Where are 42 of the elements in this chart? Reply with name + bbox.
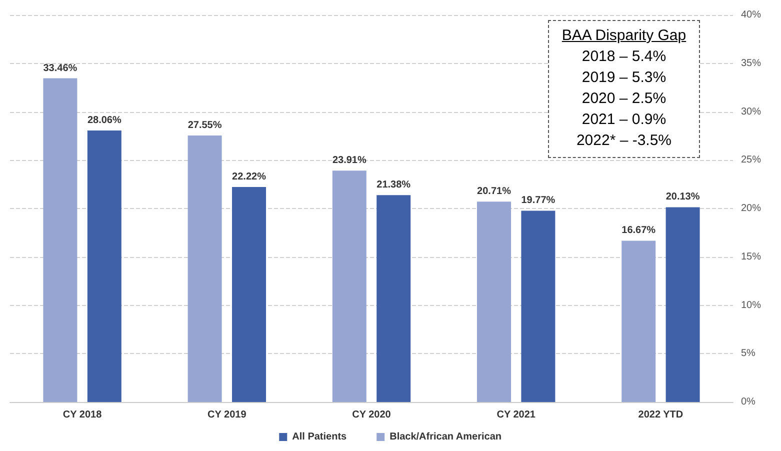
bar: [232, 187, 266, 402]
y-tick-label: 30%: [741, 106, 762, 118]
data-label: 27.55%: [188, 120, 222, 131]
y-tick-label: 0%: [741, 396, 756, 408]
annotation: 2021 – 0.9%: [580, 110, 668, 130]
annotation: 2018 – 5.4%: [580, 47, 668, 67]
data-label: 23.91%: [332, 155, 366, 166]
y-tick-label: 20%: [741, 203, 762, 214]
annotation: 2019 – 5.3%: [580, 68, 668, 88]
y-tick-label: 25%: [741, 154, 762, 166]
x-tick-label: CY 2019: [208, 410, 247, 420]
y-tick-label: 40%: [741, 10, 762, 20]
bar: [622, 240, 656, 402]
bar: [666, 207, 700, 402]
x-tick-label: CY 2018: [62, 410, 102, 420]
y-tick-label: 35%: [741, 58, 762, 69]
y-tick-label: 15%: [741, 251, 762, 262]
x-tick-label: CY 2020: [352, 410, 392, 420]
y-tick-label: 10%: [741, 300, 762, 311]
bar: [521, 210, 556, 402]
bar: [87, 130, 122, 402]
legend-label: Black/African American: [390, 432, 502, 442]
data-label: 16.67%: [622, 225, 656, 236]
bar: [332, 170, 366, 402]
bar: [477, 202, 511, 402]
data-label: 28.06%: [87, 115, 122, 126]
data-label: 20.71%: [477, 186, 512, 198]
legend-label: All Patients: [292, 432, 348, 442]
x-tick-label: CY 2021: [496, 410, 536, 420]
bar: [43, 78, 78, 402]
bar: [376, 195, 411, 402]
annotation: 2020 – 2.5%: [580, 89, 668, 109]
data-label: 22.22%: [232, 172, 266, 183]
y-tick-label: 5%: [741, 348, 756, 360]
x-tick-label: 2022 YTD: [638, 410, 684, 420]
annotation: BAA Disparity Gap: [560, 26, 688, 46]
data-label: 21.38%: [376, 180, 411, 191]
annotation: 2022* – -3.5%: [575, 131, 673, 151]
data-label: 20.13%: [666, 192, 700, 203]
data-label: 33.46%: [43, 62, 78, 74]
data-label: 19.77%: [521, 195, 556, 206]
bar: [188, 135, 222, 402]
